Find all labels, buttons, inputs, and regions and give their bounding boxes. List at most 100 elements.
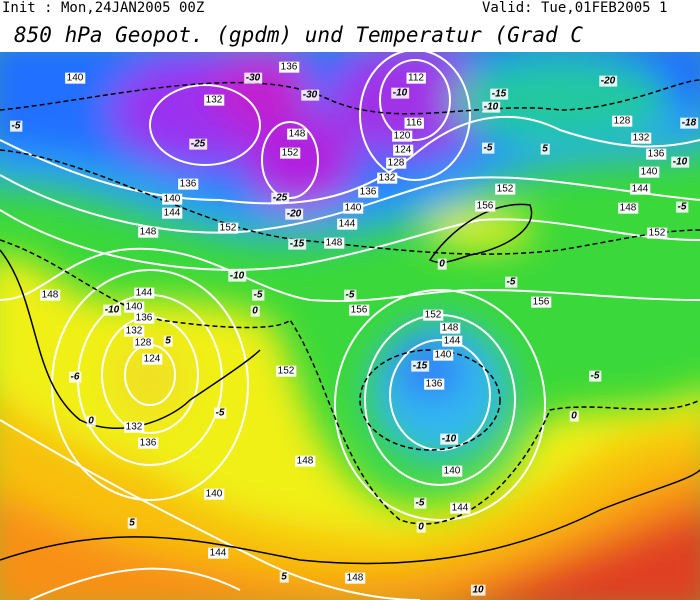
temperature-label-group: 0 xyxy=(416,521,426,533)
geopotential-label-group: 152 xyxy=(280,147,301,159)
geopotential-label-box xyxy=(337,218,358,230)
geopotential-label-box xyxy=(134,287,155,299)
geopotential-label: 128 xyxy=(614,116,631,127)
geopotential-label-group: 152 xyxy=(218,222,239,234)
geopotential-label: 144 xyxy=(164,208,181,219)
geopotential-label: 148 xyxy=(347,573,364,584)
temperature-label: -10 xyxy=(105,305,120,316)
geopotential-label: 144 xyxy=(632,184,649,195)
geopotential-label: 152 xyxy=(282,148,299,159)
temperature-label: 0 xyxy=(418,522,424,533)
geopotential-label: 128 xyxy=(135,338,152,349)
geopotential-label: 140 xyxy=(435,350,452,361)
geopotential-label-box xyxy=(295,455,316,467)
geopotential-label: 140 xyxy=(164,194,181,205)
geopotential-label-group: 148 xyxy=(440,322,461,334)
geopotential-label-box xyxy=(138,437,159,449)
geopotential-label: 136 xyxy=(648,149,665,160)
temperature-label-box xyxy=(86,415,96,427)
geopotential-label-box xyxy=(404,117,424,129)
geopotential-label: 152 xyxy=(220,223,237,234)
temperature-label-group: -5 xyxy=(344,289,357,301)
geopotential-label-box xyxy=(204,488,225,500)
geopotential-label: 140 xyxy=(345,203,362,214)
temperature-label-box xyxy=(285,208,304,220)
geopotential-label-group: 148 xyxy=(295,455,316,467)
temperature-label: -5 xyxy=(507,277,516,288)
temperature-label-group: -5 xyxy=(10,120,23,132)
temperature-label: -10 xyxy=(230,271,245,282)
geopotential-label-group: 152 xyxy=(495,183,516,195)
temperature-label: -18 xyxy=(682,118,697,129)
geopotential-label: 152 xyxy=(649,228,666,239)
geopotential-label-box xyxy=(287,128,308,140)
geopotential-label: 140 xyxy=(641,167,658,178)
geopotential-label-group: 140 xyxy=(124,301,145,313)
temperature-label-box xyxy=(69,371,82,383)
geopotential-label-box xyxy=(406,72,426,84)
geopotential-label: 144 xyxy=(136,288,153,299)
temperature-label: -5 xyxy=(416,498,425,509)
geopotential-label-group: 140 xyxy=(343,202,364,214)
geopotential-label-box xyxy=(618,202,639,214)
temperature-label-group: 0 xyxy=(86,415,96,427)
geopotential-label: 144 xyxy=(444,336,461,347)
temperature-label-group: -25 xyxy=(271,192,290,204)
temperature-label: 0 xyxy=(571,411,577,422)
temperature-label: -10 xyxy=(673,157,688,168)
geopotential-label: 120 xyxy=(394,131,411,142)
map-title: 850 hPa Geopot. (gpdm) und Temperatur (G… xyxy=(14,23,583,47)
temperature-label: -5 xyxy=(678,202,687,213)
temperature-label-box xyxy=(416,521,426,533)
geopotential-label-group: 136 xyxy=(646,148,667,160)
geopotential-label-group: 148 xyxy=(287,128,308,140)
geopotential-label: 140 xyxy=(444,466,461,477)
geopotential-label-box xyxy=(345,572,366,584)
geopotential-label-group: 144 xyxy=(450,502,471,514)
temperature-label-box xyxy=(505,276,518,288)
geopotential-label-box xyxy=(442,335,463,347)
temperature-label: 0 xyxy=(88,416,94,427)
geopotential-label: 132 xyxy=(633,133,650,144)
temperature-label-group: -18 xyxy=(680,117,699,129)
geopotential-label-group: 144 xyxy=(208,547,229,559)
geopotential-label-box xyxy=(162,207,183,219)
geopotential-label: 136 xyxy=(140,438,157,449)
temperature-label: -15 xyxy=(413,361,428,372)
geopotential-label-group: 140 xyxy=(204,488,225,500)
geopotential-label-box xyxy=(358,186,379,198)
temperature-label: -10 xyxy=(393,88,408,99)
geopotential-label-box xyxy=(392,130,413,142)
geopotential-label-group: 144 xyxy=(442,335,463,347)
temperature-label: -30 xyxy=(246,73,261,84)
geopotential-label: 132 xyxy=(206,95,223,106)
geopotential-label-group: 140 xyxy=(433,349,454,361)
geopotential-label: 148 xyxy=(620,203,637,214)
temperature-label-box xyxy=(228,270,247,282)
temperature-label-group: 5 xyxy=(279,571,289,583)
geopotential-label-group: 136 xyxy=(424,378,445,390)
temperature-label-group: -10 xyxy=(391,87,410,99)
geopotential-label-box xyxy=(280,147,301,159)
temperature-label-box xyxy=(470,584,486,596)
geopotential-label-box xyxy=(276,365,297,377)
temperature-label-box xyxy=(569,410,579,422)
geopotential-label-box xyxy=(442,465,463,477)
temperature-label-box xyxy=(680,117,699,129)
geopotential-label-group: 144 xyxy=(337,218,358,230)
geopotential-label-box xyxy=(386,157,407,169)
geopotential-label-group: 148 xyxy=(618,202,639,214)
geopotential-label-box xyxy=(647,227,668,239)
geopotential-label-group: 156 xyxy=(531,296,552,308)
temperature-label-group: -10 xyxy=(440,433,459,445)
temperature-label-box xyxy=(279,571,289,583)
temperature-label-box xyxy=(103,304,122,316)
geopotential-label: 140 xyxy=(67,73,84,84)
geopotential-label: 156 xyxy=(351,305,368,316)
temperature-label: -30 xyxy=(303,90,318,101)
geopotential-label: 140 xyxy=(126,302,143,313)
temperature-label-group: -10 xyxy=(482,101,501,113)
temperature-label: 5 xyxy=(542,144,548,155)
